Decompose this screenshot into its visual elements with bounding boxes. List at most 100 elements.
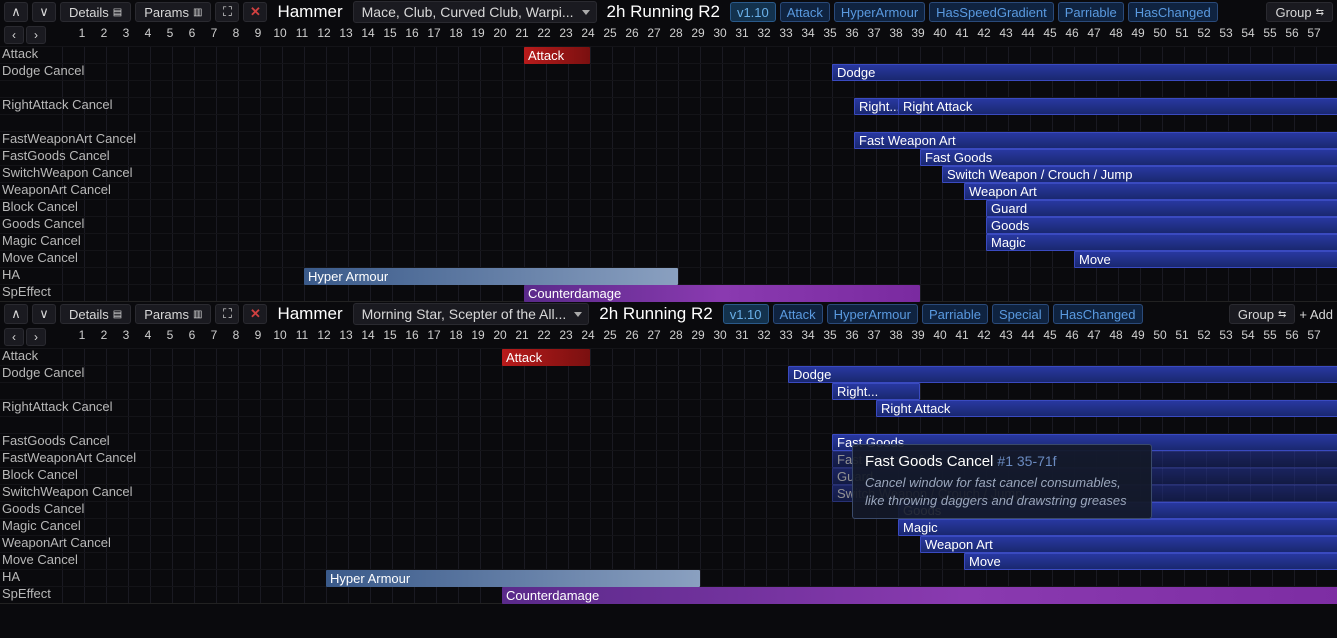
timeline-bar-label: Fast Weapon Art (837, 452, 934, 467)
timeline-bar-cancel[interactable]: Guard (986, 200, 1337, 217)
ruler-next-button[interactable]: › (26, 26, 46, 44)
track-row: Dodge CancelDodge (0, 365, 1337, 382)
timeline-bar-cancel[interactable]: Dodge (832, 64, 1337, 81)
track-row-label: Attack (2, 46, 38, 61)
ruler-tick: 50 (1153, 26, 1166, 40)
timeline-bar-cancel[interactable]: Magic (898, 519, 1337, 536)
ruler-tick: 33 (779, 328, 792, 342)
add-button[interactable]: + Add (1299, 307, 1333, 322)
ruler-tick: 42 (977, 328, 990, 342)
ruler-tick: 28 (669, 328, 682, 342)
group-button[interactable]: Group⇆ (1266, 2, 1333, 22)
track-row: FastWeaponArt CancelFast Weapon Art (0, 131, 1337, 148)
timeline-bar-cancel[interactable]: Fast Weapon Art (832, 451, 1337, 468)
track-row: AttackAttack (0, 348, 1337, 365)
ruler-tick: 24 (581, 26, 594, 40)
track-row: Block CancelGuard (0, 199, 1337, 216)
move-up-button[interactable]: ∧ (4, 304, 28, 324)
close-button[interactable]: ✕ (243, 2, 267, 22)
timeline-bar-cancel[interactable]: Right... (832, 383, 920, 400)
track-row: WeaponArt CancelWeapon Art (0, 182, 1337, 199)
timeline-bar-cancel[interactable]: Fast Goods (920, 149, 1337, 166)
collapse-button[interactable]: ⛶ (215, 2, 239, 22)
ruler-prev-button[interactable]: ‹ (4, 328, 24, 346)
timeline-bar-sp[interactable]: Counterdamage (524, 285, 920, 302)
ruler-tick: 18 (449, 26, 462, 40)
timeline-bar-cancel[interactable]: Weapon Art (964, 183, 1337, 200)
timeline-bar-cancel[interactable]: Switch Weapon / Crouch / Jump (832, 485, 1337, 502)
tag-badge[interactable]: HyperArmour (827, 304, 918, 324)
tag-badge[interactable]: Parriable (922, 304, 988, 324)
weapon-class-label: Hammer (271, 304, 348, 324)
track-row-label: SpEffect (2, 586, 51, 601)
group-button[interactable]: Group⇆ (1229, 304, 1296, 324)
timeline-bar-ha[interactable]: Hyper Armour (326, 570, 700, 587)
params-button[interactable]: Params▥ (135, 304, 211, 324)
move-down-button[interactable]: ∨ (32, 2, 56, 22)
ruler-tick: 32 (757, 26, 770, 40)
ruler-next-button[interactable]: › (26, 328, 46, 346)
tag-badge[interactable]: Attack (780, 2, 830, 22)
tag-badge[interactable]: Parriable (1058, 2, 1124, 22)
details-button[interactable]: Details▤ (60, 304, 131, 324)
tag-badge[interactable]: HyperArmour (834, 2, 925, 22)
ruler-tick: 56 (1285, 328, 1298, 342)
timeline-bar-label: Switch Weapon / Crouch / Jump (837, 486, 1022, 501)
frame-ruler[interactable]: 1234567891011121314151617181920212223242… (50, 326, 1337, 348)
weapon-select[interactable]: Morning Star, Scepter of the All... (353, 303, 590, 325)
ruler-tick: 47 (1087, 26, 1100, 40)
timeline-bar-cancel[interactable]: Right Attack (898, 98, 1337, 115)
ruler-row: ‹›12345678910111213141516171819202122232… (0, 326, 1337, 348)
timeline-bar-cancel[interactable]: Goods (986, 217, 1337, 234)
ruler-tick: 23 (559, 26, 572, 40)
tag-badge[interactable]: Attack (773, 304, 823, 324)
timeline-bar-cancel[interactable]: Magic (986, 234, 1337, 251)
timeline-bar-cancel[interactable]: Guard (832, 468, 1337, 485)
timeline-bar-attack[interactable]: Attack (502, 349, 590, 366)
ruler-tick: 39 (911, 328, 924, 342)
ruler-tick: 15 (383, 26, 396, 40)
tag-badge[interactable]: HasSpeedGradient (929, 2, 1054, 22)
track-row-label: SpEffect (2, 284, 51, 299)
tag-badge[interactable]: Special (992, 304, 1049, 324)
timeline-bar-cancel[interactable]: Fast Weapon Art (854, 132, 1337, 149)
ruler-tick: 25 (603, 328, 616, 342)
track-row: RightAttack CancelRight Attack (0, 399, 1337, 416)
ruler-tick: 1 (79, 26, 86, 40)
ruler-tick: 43 (999, 26, 1012, 40)
ruler-prev-button[interactable]: ‹ (4, 26, 24, 44)
timeline-bar-attack[interactable]: Attack (524, 47, 590, 64)
move-up-button[interactable]: ∧ (4, 2, 28, 22)
timeline-bar-sp[interactable]: Counterdamage (502, 587, 1337, 604)
frame-ruler[interactable]: 1234567891011121314151617181920212223242… (50, 24, 1337, 46)
ruler-tick: 30 (713, 26, 726, 40)
track-row-label: Move Cancel (2, 250, 78, 265)
timeline-bar-cancel[interactable]: Move (964, 553, 1337, 570)
timeline-bar-cancel[interactable]: Dodge (788, 366, 1337, 383)
timeline-bar-cancel[interactable]: Weapon Art (920, 536, 1337, 553)
timeline-bar-cancel[interactable]: Right Attack (876, 400, 1337, 417)
chevron-down-icon: ∨ (39, 306, 49, 322)
move-down-button[interactable]: ∨ (32, 304, 56, 324)
timeline-bar-ha[interactable]: Hyper Armour (304, 268, 678, 285)
weapon-select[interactable]: Mace, Club, Curved Club, Warpi... (353, 1, 597, 23)
ruler-tick: 8 (233, 328, 240, 342)
ruler-tick: 6 (189, 328, 196, 342)
track-row-label: Magic Cancel (2, 518, 81, 533)
timeline-bar-cancel[interactable]: Goods (898, 502, 1337, 519)
ruler-tick: 8 (233, 26, 240, 40)
timeline-bar-cancel[interactable]: Switch Weapon / Crouch / Jump (942, 166, 1337, 183)
timeline-bar-cancel[interactable]: Fast Goods (832, 434, 1337, 451)
ruler-tick: 16 (405, 328, 418, 342)
ruler-tick: 55 (1263, 26, 1276, 40)
collapse-button[interactable]: ⛶ (215, 304, 239, 324)
tag-badge[interactable]: HasChanged (1128, 2, 1218, 22)
params-button[interactable]: Params▥ (135, 2, 211, 22)
version-badge: v1.10 (730, 2, 776, 22)
timeline-bar-cancel[interactable]: Move (1074, 251, 1337, 268)
tag-badge[interactable]: HasChanged (1053, 304, 1143, 324)
details-button[interactable]: Details▤ (60, 2, 131, 22)
track-row: FastWeaponArt CancelFast Weapon Art (0, 450, 1337, 467)
close-button[interactable]: ✕ (243, 304, 267, 324)
ruler-tick: 28 (669, 26, 682, 40)
